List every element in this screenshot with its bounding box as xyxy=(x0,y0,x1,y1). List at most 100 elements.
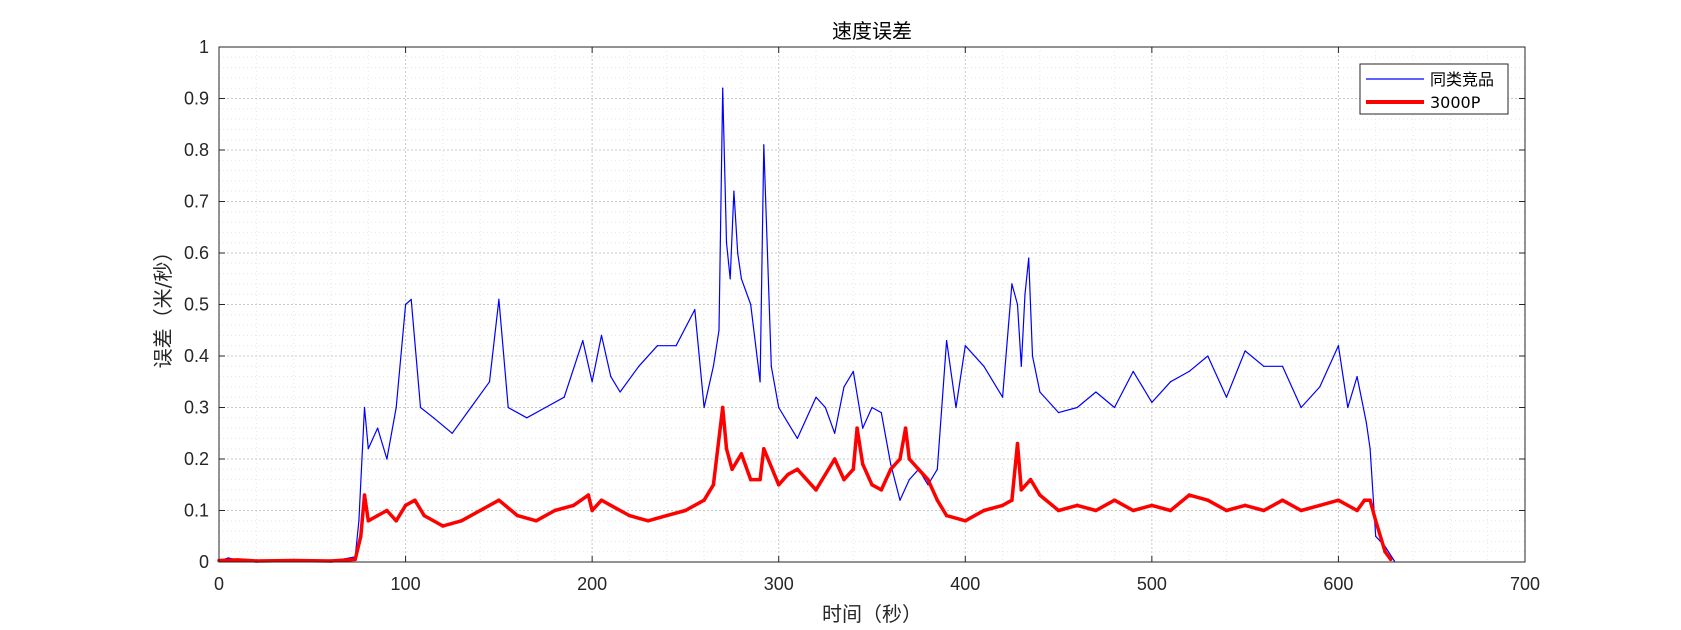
data-point xyxy=(729,278,731,280)
data-point xyxy=(599,498,604,502)
data-point xyxy=(1131,508,1135,513)
data-point xyxy=(1356,376,1358,378)
data-point xyxy=(571,503,576,508)
data-point xyxy=(683,508,688,513)
data-point xyxy=(724,446,729,451)
data-point xyxy=(730,467,734,472)
data-point xyxy=(1075,503,1079,508)
data-point xyxy=(740,278,743,280)
data-point xyxy=(1369,448,1371,450)
data-point xyxy=(367,448,369,450)
y-tick-label: 0.7 xyxy=(184,192,209,212)
y-tick-label: 0.4 xyxy=(184,346,209,366)
data-point xyxy=(795,467,800,472)
data-point xyxy=(419,406,422,409)
data-point xyxy=(860,462,865,466)
data-point xyxy=(1188,370,1190,373)
data-point xyxy=(459,519,464,523)
y-tick-label: 0.9 xyxy=(184,89,209,109)
data-point xyxy=(776,483,781,487)
data-point xyxy=(646,519,650,523)
chart-title: 速度误差 xyxy=(832,19,912,43)
data-point xyxy=(441,524,445,528)
y-tick-label: 0.5 xyxy=(184,295,209,315)
data-point xyxy=(759,381,761,383)
data-point xyxy=(1336,498,1341,502)
legend-box xyxy=(1359,63,1509,115)
data-point xyxy=(353,557,357,562)
x-tick-label: 100 xyxy=(391,574,421,594)
data-point xyxy=(1028,477,1033,482)
data-point xyxy=(1002,396,1004,398)
grid xyxy=(218,46,1526,563)
data-point xyxy=(478,508,482,513)
data-point xyxy=(358,520,360,522)
data-point xyxy=(515,513,520,518)
data-point xyxy=(362,493,367,497)
data-point xyxy=(1038,493,1042,497)
data-point xyxy=(815,396,817,398)
data-point xyxy=(1262,508,1266,513)
data-point xyxy=(376,427,379,429)
data-point xyxy=(600,334,603,336)
data-point xyxy=(619,391,621,393)
legend-label-competitor: 同类竞品 xyxy=(1430,70,1494,89)
data-point xyxy=(1019,488,1024,492)
data-point xyxy=(665,513,669,518)
data-point xyxy=(898,457,902,461)
data-point xyxy=(1337,345,1340,347)
data-point xyxy=(1206,498,1210,502)
data-point xyxy=(1113,406,1116,409)
data-point xyxy=(1280,498,1285,502)
data-point xyxy=(870,483,874,487)
data-point xyxy=(711,483,716,487)
data-point xyxy=(983,365,985,367)
data-point xyxy=(722,87,724,89)
data-point xyxy=(1112,498,1117,502)
data-point xyxy=(1076,406,1078,409)
data-point xyxy=(1132,370,1134,373)
series-layer xyxy=(217,87,1395,563)
data-point xyxy=(1318,503,1322,508)
data-point xyxy=(610,376,612,378)
x-tick-label: 0 xyxy=(214,574,224,594)
data-point xyxy=(703,406,705,409)
data-point xyxy=(725,242,728,244)
data-point xyxy=(534,519,538,523)
data-point xyxy=(1243,503,1247,508)
y-tick-label: 1 xyxy=(199,37,209,57)
data-point xyxy=(609,503,613,508)
data-point xyxy=(1150,503,1154,508)
data-point xyxy=(720,405,725,410)
data-point xyxy=(963,519,968,523)
x-tick-label: 400 xyxy=(950,574,980,594)
data-point xyxy=(890,463,892,465)
data-point xyxy=(1010,498,1014,502)
data-point xyxy=(1151,401,1153,403)
data-point xyxy=(762,446,766,451)
data-point xyxy=(1224,508,1229,513)
data-point xyxy=(1365,422,1368,424)
data-point xyxy=(470,406,472,409)
data-point xyxy=(758,477,762,482)
y-tick-label: 0.1 xyxy=(184,501,209,521)
data-point xyxy=(871,406,873,409)
data-point xyxy=(712,365,715,367)
x-tick-label: 300 xyxy=(764,574,794,594)
data-point xyxy=(451,432,453,434)
y-axis-label: 误差（米/秒） xyxy=(151,242,175,369)
data-point xyxy=(1057,412,1060,414)
data-point xyxy=(1000,503,1005,508)
data-point xyxy=(1362,498,1367,502)
data-point xyxy=(1355,508,1359,513)
data-point xyxy=(497,498,501,502)
data-point xyxy=(787,422,789,424)
data-point xyxy=(366,519,371,523)
data-point xyxy=(899,499,901,501)
data-point xyxy=(763,144,765,146)
data-point xyxy=(814,488,818,492)
data-point xyxy=(935,498,940,502)
data-point xyxy=(926,477,930,482)
data-point xyxy=(1383,549,1387,554)
